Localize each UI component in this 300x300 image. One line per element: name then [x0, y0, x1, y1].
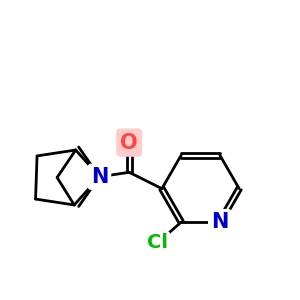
Text: N: N: [211, 212, 229, 232]
Text: N: N: [91, 167, 108, 187]
Text: Cl: Cl: [147, 233, 168, 252]
Text: O: O: [120, 133, 138, 153]
